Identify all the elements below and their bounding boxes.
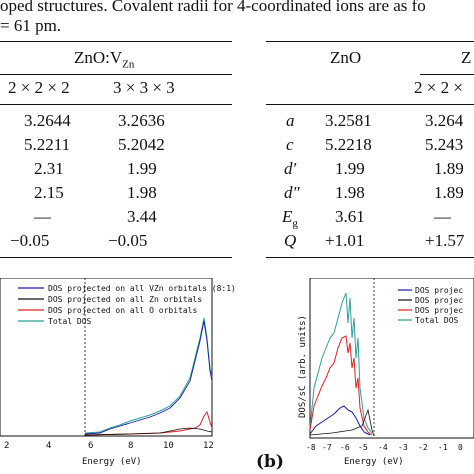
- chart-a-legend-item: DOS projected on all Zn orbitals: [48, 295, 202, 304]
- table-left-cell: 1.98: [127, 183, 157, 202]
- chart-b-legend-item: DOS projec: [415, 296, 463, 305]
- table-right-row-label: d′: [284, 159, 297, 178]
- table-right-row-label: Q: [284, 231, 297, 250]
- chart-b-legend-item: Total DOS: [415, 316, 459, 325]
- chart-b-tick-label: 0: [458, 443, 463, 452]
- chart-a-tick-label: 6: [88, 441, 93, 451]
- table-right-cell: +1.01: [325, 231, 365, 250]
- chart-a-xlabel: Energy (eV): [82, 457, 142, 467]
- table-left-cell: 3.44: [127, 207, 157, 226]
- table-left-header-rule: [0, 104, 232, 105]
- chart-b-tick-label: -1: [438, 443, 448, 452]
- chart-a-tick-label: 10: [163, 441, 174, 451]
- chart-a-legend-item: DOS projected on all O orbitals: [48, 306, 197, 315]
- chart-a-series-total: [84, 317, 213, 434]
- table-right-cell: 1.89: [434, 159, 464, 178]
- chart-b-series-total: [309, 292, 373, 434]
- table-right-col-zno: ZnO: [330, 48, 362, 67]
- chart-a-tick-label: 4: [46, 441, 51, 451]
- chart-b-tick-label: -4: [378, 443, 388, 452]
- table-right-row-label: a: [286, 111, 295, 130]
- table-right-cell: 5.2218: [325, 135, 372, 154]
- panel-b-label: (b): [256, 452, 284, 472]
- table-right-cell: 3.61: [335, 207, 365, 226]
- chart-b-series-o: [309, 335, 373, 436]
- table-left-cell: −0.05: [10, 231, 50, 250]
- chart-b-series-vzn: [309, 405, 371, 436]
- table-right-cell: 3.2581: [325, 111, 372, 130]
- table-right-cell: —: [434, 207, 451, 226]
- chart-a-tick-label: 8: [128, 441, 133, 451]
- table-right-cell: 1.99: [335, 159, 365, 178]
- caption-line-1: oped structures. Covalent radii for 4-co…: [0, 0, 426, 15]
- chart-a-x-ticks: 2 4 6 8 10 12: [4, 441, 214, 451]
- table-right-cell: +1.57: [425, 231, 465, 250]
- table-left-top-rule: [0, 41, 232, 42]
- table-right-cell: 1.98: [335, 183, 365, 202]
- table-left-cell: —: [34, 207, 51, 226]
- chart-a-frame: [0, 278, 213, 437]
- chart-b-legend-item: DOS projec: [415, 286, 463, 295]
- table-left-mid-rule: [0, 74, 232, 75]
- table-left-cell: 1.99: [127, 159, 157, 178]
- chart-a-legend: DOS projected on all VZn orbitals (8:1) …: [18, 284, 236, 326]
- chart-b-tick-label: -7: [322, 443, 332, 452]
- table-left-col-1: 2 × 2 × 2: [8, 78, 70, 97]
- dos-chart-a: DOS projected on all VZn orbitals (8:1) …: [0, 278, 236, 467]
- table-left-group-header: ZnO:VZn: [74, 48, 135, 71]
- table-left-col-2: 3 × 3 × 3: [113, 78, 175, 97]
- table-left-cell: 3.2644: [24, 111, 71, 130]
- table-right-row-label: d″: [284, 183, 300, 202]
- table-right-bottom-rule: [266, 257, 474, 258]
- table-right-cell: 5.243: [425, 135, 464, 154]
- caption: oped structures. Covalent radii for 4-co…: [0, 0, 426, 36]
- table-left-cell: 5.2042: [118, 135, 165, 154]
- chart-b-tick-label: -6: [340, 443, 350, 452]
- chart-b-ylabel: DOS/sC (arb. units): [298, 315, 308, 418]
- table-left-cell: 2.15: [34, 183, 64, 202]
- chart-a-tick-label: 12: [203, 441, 214, 451]
- table-right-row-label: Eg: [282, 207, 298, 230]
- dos-chart-b: DOS/sC (arb. units) DOS projec DOS proje…: [298, 278, 474, 467]
- chart-a-series-vzn: [84, 320, 213, 435]
- table-right-row-label: c: [286, 135, 294, 154]
- table-right-top-rule: [266, 41, 474, 42]
- table-right-col-partial: Z: [461, 48, 472, 67]
- chart-b-tick-label: -2: [418, 443, 428, 452]
- chart-b-legend-item: DOS projec: [415, 306, 463, 315]
- chart-b-series-zn: [309, 408, 375, 437]
- chart-a-legend-item: DOS projected on all VZn orbitals (8:1): [48, 284, 236, 293]
- table-right-mid-rule: [420, 74, 474, 75]
- chart-a-legend-item: Total DOS: [48, 317, 92, 326]
- table-left-cell: 2.31: [34, 159, 64, 178]
- table-right-header-rule: [266, 104, 474, 105]
- chart-b-legend: DOS projec DOS projec DOS projec Total D…: [398, 286, 463, 325]
- chart-b-xlabel: Energy (eV): [344, 457, 404, 467]
- chart-b-x-ticks: -8 -7 -6 -5 -4 -3 -2 -1 0: [306, 443, 463, 452]
- table-right-sub-partial: 2 × 2 ×: [414, 78, 463, 97]
- chart-b-frame: [309, 278, 474, 439]
- table-right-cell: 3.264: [425, 111, 464, 130]
- chart-b-tick-label: -5: [358, 443, 368, 452]
- caption-line-2: = 61 pm.: [0, 16, 62, 35]
- table-left-cell: 5.2211: [24, 135, 71, 154]
- chart-a-tick-label: 2: [4, 441, 9, 451]
- table-left-cell: −0.05: [108, 231, 148, 250]
- chart-a-series-zn: [84, 427, 213, 436]
- chart-b-tick-label: -3: [398, 443, 408, 452]
- chart-b-tick-label: -8: [306, 443, 316, 452]
- table-left-bottom-rule: [0, 257, 232, 258]
- table-right-cell: 1.89: [434, 183, 464, 202]
- table-left-cell: 3.2636: [118, 111, 165, 130]
